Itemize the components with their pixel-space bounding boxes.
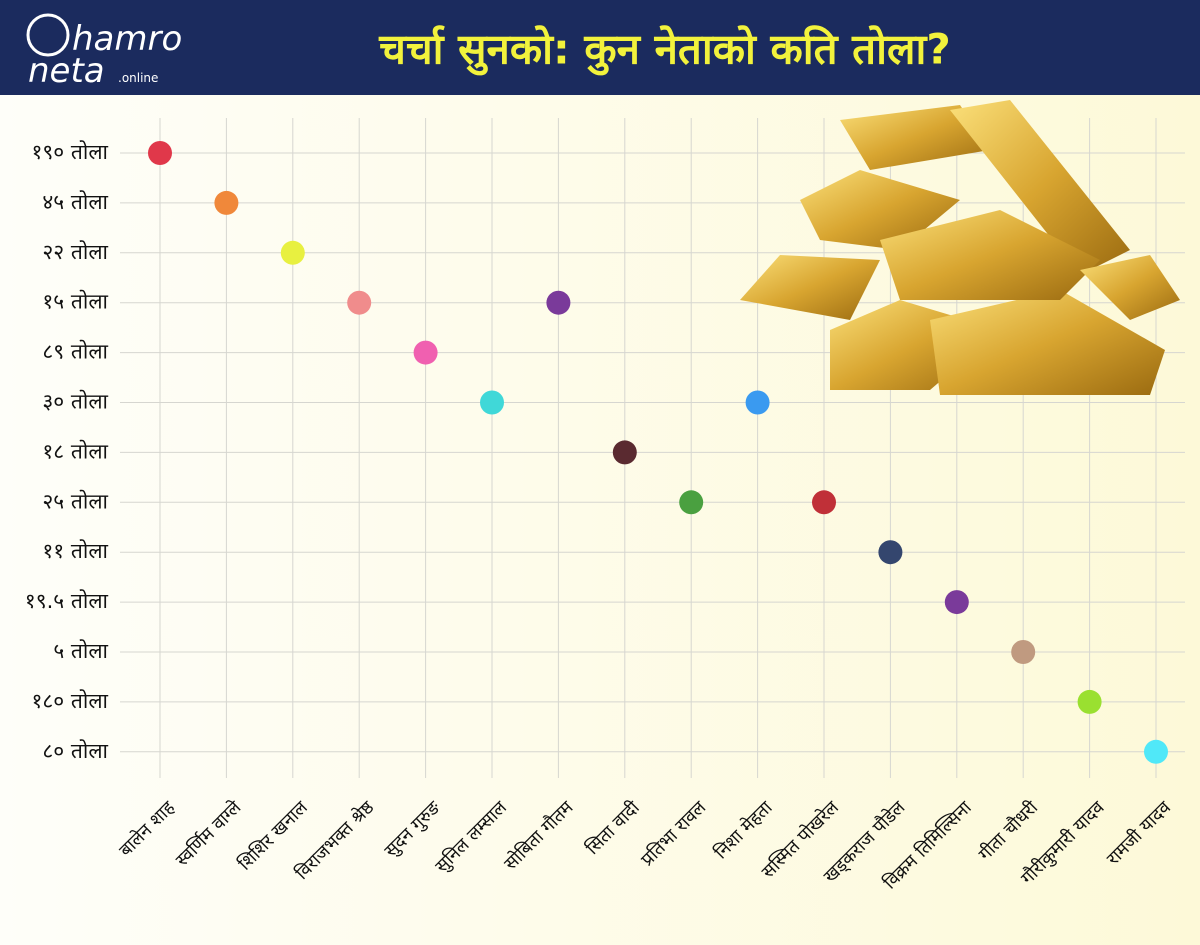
dot: [1144, 739, 1168, 764]
y-tick-label: ४५ तोला: [42, 190, 108, 214]
dot: [214, 190, 239, 215]
y-tick-label: ३० तोला: [42, 390, 108, 414]
header-bar: [0, 0, 1200, 95]
dot: [1011, 640, 1036, 664]
y-tick-label: २२ तोला: [42, 240, 108, 264]
gold-bar: [880, 210, 1100, 300]
logo-line1: hamro: [72, 19, 182, 59]
dot: [745, 390, 770, 415]
y-tick-label: १८० तोला: [31, 689, 108, 713]
gold-bar: [740, 255, 880, 320]
dot: [944, 590, 969, 615]
y-tick-label: १५ तोला: [42, 290, 108, 314]
y-tick-label: ११ तोला: [42, 539, 108, 563]
y-tick-label: ८० तोला: [42, 739, 108, 763]
logo-globe: [26, 13, 70, 57]
dot: [878, 540, 903, 565]
dot: [413, 340, 438, 365]
y-tick-label: १९० तोला: [31, 140, 108, 164]
dot: [480, 390, 504, 415]
y-tick-label: ५ तोला: [53, 639, 108, 663]
dot: [148, 141, 172, 165]
gold-bar: [930, 290, 1165, 395]
marks: [148, 141, 1168, 764]
gold-bar: [950, 100, 1130, 275]
grid: [120, 118, 1185, 778]
dot: [1077, 689, 1102, 714]
dot: [679, 490, 704, 515]
gold-bar: [1080, 255, 1180, 320]
logo-suffix: .online: [118, 71, 158, 85]
gold-bar: [840, 105, 990, 170]
chart-title: चर्चा सुनको: कुन नेताको कति तोला?: [378, 25, 950, 76]
y-tick-label: ८९ तोला: [42, 340, 108, 364]
y-tick-label: १८ तोला: [42, 439, 108, 463]
dot: [812, 490, 836, 515]
dot: [280, 240, 305, 265]
dot: [347, 290, 372, 315]
dot: [546, 290, 571, 315]
dot: [612, 440, 637, 465]
logo: hamro neta .online: [26, 13, 182, 91]
gold-bars: [740, 100, 1180, 395]
y-tick-label: २५ तोला: [42, 489, 108, 513]
logo-line2: neta: [28, 51, 105, 91]
y-tick-label: १९.५ तोला: [25, 589, 109, 613]
